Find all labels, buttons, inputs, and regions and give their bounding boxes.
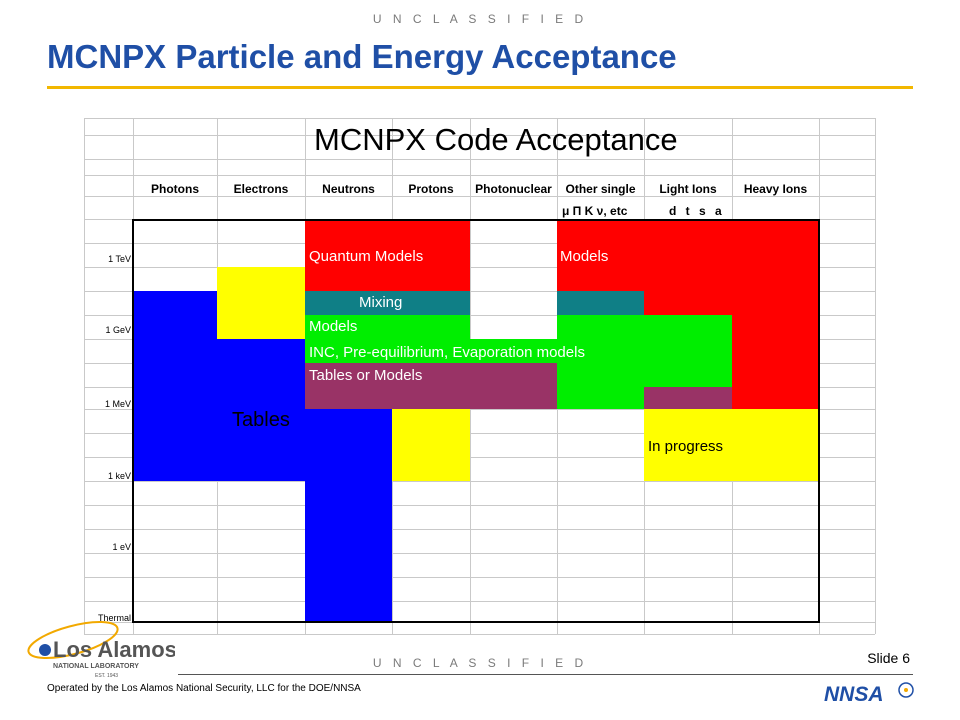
- energy-label-thermal: Thermal: [97, 613, 131, 623]
- grid-hline: [84, 577, 875, 578]
- title-rule: [47, 86, 913, 89]
- grid-hline: [84, 409, 875, 410]
- lanl-logo: Los Alamos NATIONAL LABORATORY EST. 1943: [27, 620, 175, 679]
- col-other-single: Other single: [565, 182, 636, 196]
- grid-vline: [84, 118, 85, 634]
- grid-hline: [84, 118, 875, 119]
- region-green-lower: [557, 363, 732, 387]
- region-inc: [305, 339, 732, 363]
- region-green-other: [557, 315, 732, 339]
- grid-hline: [84, 315, 875, 316]
- energy-label-1gev: 1 GeV: [105, 325, 131, 335]
- energy-label-1tev: 1 TeV: [108, 254, 131, 264]
- grid-hline: [84, 634, 875, 635]
- grid-hline: [84, 135, 875, 136]
- label-models-other: Models: [560, 248, 609, 265]
- acceptance-grid: Quantum Models Models Mixing Models INC,…: [84, 118, 876, 635]
- col-photonuclear: Photonuclear: [475, 182, 552, 196]
- col-electrons: Electrons: [233, 182, 289, 196]
- label-tables: Tables: [232, 409, 290, 431]
- lanl-logo-text: Los Alamos: [53, 637, 175, 662]
- grid-hline: [84, 175, 875, 176]
- grid-hline: [84, 457, 875, 458]
- col-neutrons: Neutrons: [322, 182, 375, 196]
- grid-hline: [84, 433, 875, 434]
- grid-hline: [84, 601, 875, 602]
- region-quantum-models: [305, 220, 470, 291]
- grid-hline: [84, 553, 875, 554]
- bottom-frame-line: [132, 621, 820, 623]
- classification-bottom: U N C L A S S I F I E D: [372, 656, 588, 670]
- region-tables-or-models: [305, 363, 557, 409]
- grid-vline: [875, 118, 876, 634]
- energy-label-1ev: 1 eV: [112, 542, 131, 552]
- light-ion-symbols: d t s a: [669, 204, 725, 218]
- label-quantum-models: Quantum Models: [309, 248, 424, 265]
- label-in-progress: In progress: [648, 438, 724, 455]
- region-mixing-other: [557, 291, 644, 315]
- grid-hline: [84, 291, 875, 292]
- region-models-green: [305, 315, 470, 339]
- label-mixing: Mixing: [359, 294, 403, 311]
- nnsa-logo: NNSA: [824, 682, 914, 706]
- slide-number: Slide 6: [867, 650, 910, 666]
- right-frame-line: [818, 219, 820, 623]
- col-photons: Photons: [151, 182, 199, 196]
- region-tables-photons: [133, 291, 217, 481]
- energy-label-1kev: 1 keV: [107, 471, 131, 481]
- operated-by-text: Operated by the Los Alamos National Secu…: [47, 683, 361, 694]
- lanl-logo-est: EST. 1943: [95, 673, 118, 679]
- col-heavy-ions: Heavy Ions: [743, 182, 808, 196]
- region-in-progress: [644, 409, 819, 481]
- label-models-green: Models: [309, 318, 358, 335]
- nnsa-logo-text: NNSA: [824, 683, 884, 706]
- grid-hline: [84, 267, 875, 268]
- grid-hline: [84, 481, 875, 482]
- col-protons: Protons: [408, 182, 454, 196]
- grid-hline: [84, 159, 875, 160]
- label-inc: INC, Pre-equilibrium, Evaporation models: [309, 344, 585, 361]
- col-light-ions: Light Ions: [659, 182, 717, 196]
- top-axis-line: [132, 219, 820, 221]
- classification-top: U N C L A S S I F I E D: [372, 12, 588, 26]
- region-tables-gap: [217, 409, 392, 481]
- region-red-right: [557, 220, 819, 291]
- region-yellow-protons: [392, 409, 470, 481]
- grid-hline: [84, 529, 875, 530]
- lanl-logo-sub: NATIONAL LABORATORY: [53, 663, 139, 670]
- grid-hline: [84, 243, 875, 244]
- page-title: MCNPX Particle and Energy Acceptance: [47, 38, 677, 75]
- chart-title: MCNPX Code Acceptance: [314, 122, 678, 157]
- other-single-symbols: μ Π K ν, etc: [562, 204, 628, 218]
- grid-hline: [84, 505, 875, 506]
- energy-label-1mev: 1 MeV: [104, 399, 131, 409]
- region-mixing: [305, 291, 470, 315]
- region-green-bottom: [557, 387, 644, 409]
- region-purple-light: [644, 387, 732, 409]
- region-electron-yellow: [217, 267, 305, 339]
- y-axis-line: [132, 219, 134, 623]
- grid-hline: [84, 196, 875, 197]
- label-tables-or-models: Tables or Models: [309, 367, 423, 384]
- footer-rule: [178, 674, 913, 675]
